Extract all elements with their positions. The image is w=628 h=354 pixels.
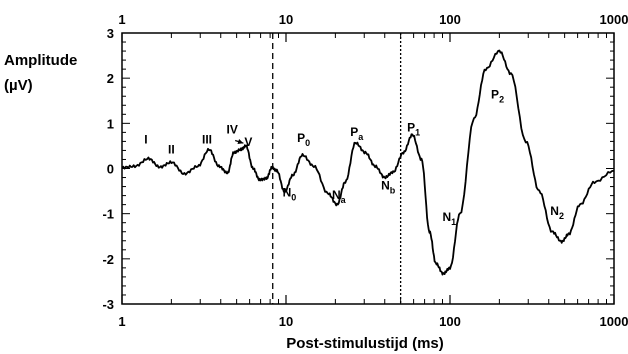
peak-label-main: P (350, 125, 358, 139)
peak-label-main: IV (227, 122, 238, 136)
y-tick-label: -3 (102, 297, 114, 312)
y-tick-label: -2 (102, 252, 114, 267)
peak-label: V (244, 135, 252, 149)
peak-label-main: P (491, 87, 499, 101)
peak-label: N2 (550, 204, 564, 221)
peak-label-sub: 0 (291, 193, 296, 203)
x-tick-label-bottom: 1 (118, 314, 125, 329)
plot-frame (121, 32, 615, 305)
y-axis-title-line1: Amplitude (4, 52, 77, 69)
peak-label-sub: b (390, 185, 396, 195)
peak-label-main: II (168, 143, 175, 157)
peak-label-sub: 0 (305, 138, 310, 148)
peak-label: Pa (350, 125, 364, 142)
peak-label: Na (332, 188, 347, 205)
series-line (121, 49, 615, 276)
peak-label: I (144, 133, 147, 147)
y-tick-label: 3 (107, 26, 114, 41)
x-tick-label-bottom: 100 (439, 314, 461, 329)
peak-label-sub: 2 (499, 94, 504, 104)
peak-label: P2 (491, 87, 504, 104)
x-tick-label-bottom: 10 (279, 314, 293, 329)
x-tick-label-top: 10 (279, 12, 293, 27)
x-tick-label-top: 100 (439, 12, 461, 27)
y-tick-label: 1 (107, 116, 114, 131)
peak-label: Nb (381, 178, 396, 195)
peak-label-main: N (332, 188, 341, 202)
y-axis-title-line2: (µV) (4, 77, 33, 94)
y-tick-label: -1 (102, 207, 114, 222)
x-tick-label-top: 1000 (600, 12, 628, 27)
peak-label-sub: a (358, 132, 364, 142)
peak-label-main: N (381, 178, 390, 192)
x-axis-title: Post-stimulustijd (ms) (286, 335, 444, 352)
iv-arrow-head (237, 139, 244, 144)
peak-label-main: III (202, 133, 212, 147)
peak-label: P0 (297, 131, 310, 148)
x-tick-label-top: 1 (118, 12, 125, 27)
peak-label: IV (227, 122, 238, 136)
peak-label-sub: 1 (415, 127, 420, 137)
x-tick-label-bottom: 1000 (600, 314, 628, 329)
y-tick-label: 0 (107, 162, 114, 177)
peak-label-main: I (144, 133, 147, 147)
peak-label-sub: a (341, 195, 347, 205)
peak-label: N0 (283, 186, 297, 203)
y-tick-label: 2 (107, 71, 114, 86)
peak-label-main: N (442, 210, 451, 224)
peak-label-main: N (550, 204, 559, 218)
peak-label: III (202, 133, 212, 147)
peak-label: N1 (442, 210, 456, 227)
peak-label-main: P (407, 120, 415, 134)
peak-label-main: V (244, 135, 252, 149)
peak-label-sub: 1 (451, 217, 456, 227)
peak-label-sub: 2 (559, 211, 564, 221)
peak-label: P1 (407, 120, 420, 137)
peak-label-main: N (283, 186, 292, 200)
peak-label-main: P (297, 131, 305, 145)
peak-label: II (168, 143, 175, 157)
